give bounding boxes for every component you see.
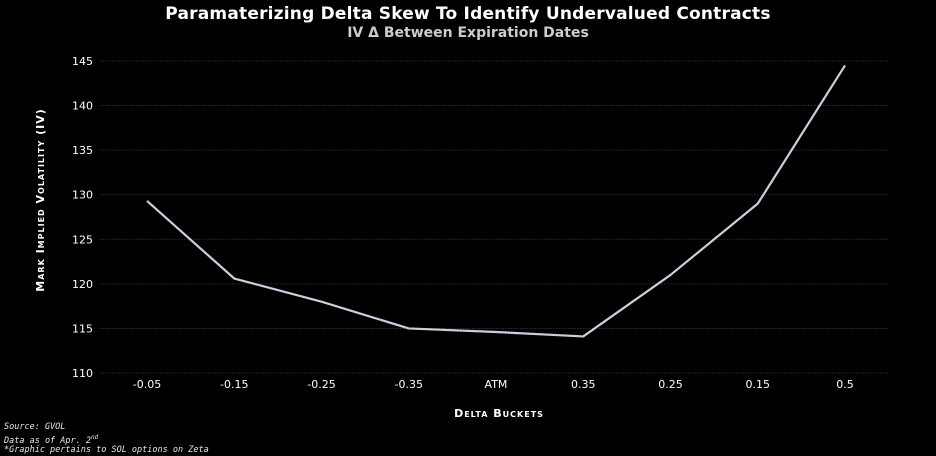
y-tick-label: 140 [72, 100, 93, 113]
x-tick-label: 0.5 [836, 378, 854, 391]
x-axis-ticks: -0.05 -0.15 -0.25 -0.35 ATM 0.35 0.25 0.15 0.5 [133, 378, 854, 391]
source-text: Source: GVOL [4, 422, 66, 432]
series-line [146, 64, 846, 338]
y-tick-label: 120 [72, 278, 93, 291]
x-tick-label: 0.25 [658, 378, 683, 391]
x-tick-label: 0.15 [746, 378, 771, 391]
x-tick-label: -0.15 [220, 378, 248, 391]
y-tick-label: 125 [72, 233, 93, 246]
x-tick-label: ATM [485, 378, 508, 391]
footnote-note: *Graphic pertains to SOL options on Zeta [4, 444, 209, 455]
grid-lines [100, 60, 888, 374]
x-tick-label: 0.35 [571, 378, 596, 391]
data-date: Data as of Apr. 2nd [4, 433, 99, 446]
x-tick-label: -0.25 [307, 378, 335, 391]
x-axis-label: Delta Buckets [454, 407, 544, 420]
y-tick-label: 130 [72, 189, 93, 202]
y-tick-label: 145 [72, 55, 93, 68]
y-tick-label: 115 [72, 322, 93, 335]
chart-subtitle: IV Δ Between Expiration Dates [347, 25, 589, 41]
source-footnote: Source: GVOL Data as of Apr. 2nd *Graphi… [4, 422, 209, 455]
x-tick-label: -0.05 [133, 378, 161, 391]
series-group [146, 64, 846, 338]
y-tick-label: 135 [72, 144, 93, 157]
y-axis-ticks: 110 115 120 125 130 135 140 145 [72, 55, 93, 380]
y-tick-label: 110 [72, 367, 93, 380]
y-axis-label: Mark Implied Volatility (IV) [34, 108, 47, 291]
chart-title: Paramaterizing Delta Skew To Identify Un… [165, 4, 771, 24]
x-tick-label: -0.35 [395, 378, 423, 391]
